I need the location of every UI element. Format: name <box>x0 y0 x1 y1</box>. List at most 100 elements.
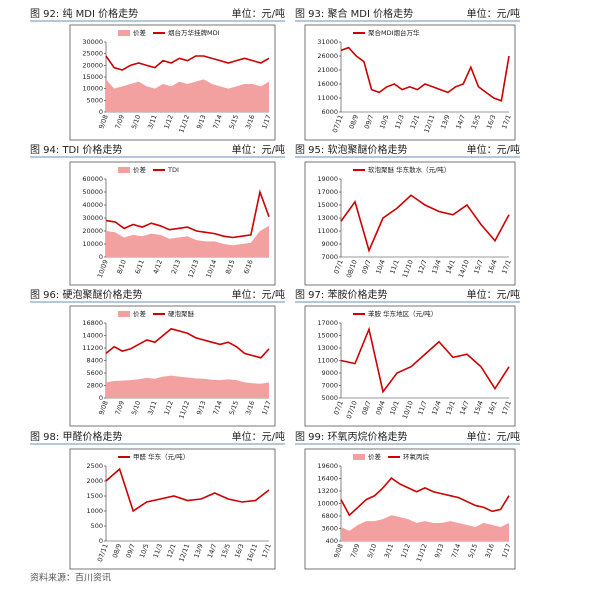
area-series <box>341 515 509 541</box>
y-tick-label: 25000 <box>82 50 103 58</box>
y-tick-label: 50000 <box>82 188 103 196</box>
y-tick-label: 5600 <box>86 369 103 377</box>
y-tick-label: 17000 <box>317 319 338 327</box>
y-tick-label: 0 <box>99 253 103 261</box>
chart-frame <box>69 24 276 141</box>
source-note: 资料来源：百川资讯 <box>30 572 111 584</box>
y-tick-label: 21000 <box>317 66 338 74</box>
legend-swatch <box>118 30 130 36</box>
chart-frame <box>304 24 516 141</box>
chart-frame <box>69 161 276 286</box>
y-tick-label: 19000 <box>317 175 338 183</box>
y-tick-label: 1500 <box>86 492 103 500</box>
y-tick-label: 17000 <box>317 188 338 196</box>
panel-unit: 单位：元/吨 <box>467 430 520 443</box>
y-tick-label: 14000 <box>82 332 103 340</box>
y-tick-label: 10000 <box>82 240 103 248</box>
y-tick-label: 1000 <box>86 507 103 515</box>
y-tick-label: 13000 <box>317 214 338 222</box>
y-tick-label: 13000 <box>317 344 338 352</box>
y-tick-label: 16000 <box>317 80 338 88</box>
line-series <box>340 477 510 517</box>
legend-label: 价差 <box>133 28 147 37</box>
legend-swatch <box>353 454 365 460</box>
legend-swatch <box>118 167 130 173</box>
area-series <box>106 375 269 398</box>
line-series <box>340 194 510 253</box>
y-tick-label: 20000 <box>82 61 103 69</box>
panel-title: 图 95: 软泡聚醚价格走势 <box>295 143 407 156</box>
y-tick-label: 10000 <box>317 500 338 508</box>
y-tick-label: 16400 <box>317 475 338 483</box>
panel-title: 图 94: TDI 价格走势 <box>30 143 122 156</box>
y-tick-label: 0 <box>99 394 103 402</box>
legend-swatch <box>118 311 130 317</box>
y-tick-label: 11000 <box>317 227 338 235</box>
panel-unit: 单位：元/吨 <box>232 288 285 301</box>
line-series <box>340 46 510 102</box>
y-tick-label: 0 <box>99 537 103 545</box>
y-tick-label: 31000 <box>317 38 338 46</box>
legend-label: 烟台万华挂牌MDI <box>168 28 220 37</box>
y-tick-label: 2000 <box>86 477 103 485</box>
y-tick-label: 2500 <box>86 462 103 470</box>
y-tick-label: 11000 <box>317 357 338 365</box>
legend-label: 价差 <box>133 309 147 318</box>
area-series <box>106 225 269 257</box>
line-series <box>105 55 270 71</box>
panel-unit: 单位：元/吨 <box>467 288 520 301</box>
y-tick-label: 11200 <box>82 344 103 352</box>
y-tick-label: 2800 <box>86 382 103 390</box>
panel-unit: 单位：元/吨 <box>467 143 520 156</box>
legend-label: 环氧丙烷 <box>403 452 430 461</box>
panel-unit: 单位：元/吨 <box>232 430 285 443</box>
y-tick-label: 15000 <box>317 332 338 340</box>
y-tick-label: 0 <box>99 108 103 116</box>
y-tick-label: 8400 <box>86 357 103 365</box>
y-tick-label: 19600 <box>317 462 338 470</box>
panel-title: 图 98: 甲醛价格走势 <box>30 430 122 443</box>
line-series <box>340 326 510 394</box>
y-tick-label: 20000 <box>82 227 103 235</box>
legend-label: 硬泡聚醚 <box>168 309 195 318</box>
y-tick-label: 30000 <box>82 38 103 46</box>
line-series <box>105 327 270 359</box>
legend-label: 价差 <box>133 165 147 174</box>
legend-label: 软泡聚醚 华东散水（元/吨） <box>368 165 450 174</box>
y-tick-label: 9000 <box>321 369 338 377</box>
chart-frame <box>69 305 276 427</box>
y-tick-label: 7000 <box>321 382 338 390</box>
line-series <box>105 467 270 513</box>
legend-label: 价差 <box>368 452 382 461</box>
chart-frame <box>304 448 516 570</box>
panel-title: 图 99: 环氧丙烷价格走势 <box>295 430 407 443</box>
y-tick-label: 5000 <box>321 394 338 402</box>
panel-title: 图 97: 苯胺价格走势 <box>295 288 387 301</box>
y-tick-label: 60000 <box>82 175 103 183</box>
panel-unit: 单位：元/吨 <box>232 143 285 156</box>
y-tick-label: 3600 <box>321 525 338 533</box>
y-tick-label: 5000 <box>86 96 103 104</box>
panel-title: 图 92: 纯 MDI 价格走势 <box>30 7 138 20</box>
panel-unit: 单位：元/吨 <box>232 7 285 20</box>
y-tick-label: 500 <box>91 522 103 530</box>
panel-unit: 单位：元/吨 <box>467 7 520 20</box>
y-tick-label: 400 <box>326 537 338 545</box>
legend-label: 聚合MDI烟台万华 <box>368 28 420 37</box>
y-tick-label: 13200 <box>317 487 338 495</box>
y-tick-label: 16800 <box>82 319 103 327</box>
y-tick-label: 11000 <box>317 94 338 102</box>
chart-frame <box>69 448 276 570</box>
panel-title: 图 93: 聚合 MDI 价格走势 <box>295 7 413 20</box>
y-tick-label: 9000 <box>321 240 338 248</box>
y-tick-label: 30000 <box>82 214 103 222</box>
y-tick-label: 26000 <box>317 52 338 60</box>
y-tick-label: 40000 <box>82 201 103 209</box>
legend-label: TDI <box>167 166 179 174</box>
y-tick-label: 7000 <box>321 253 338 261</box>
y-tick-label: 6000 <box>321 108 338 116</box>
y-tick-label: 15000 <box>82 73 103 81</box>
area-series <box>106 79 269 112</box>
y-tick-label: 6800 <box>321 512 338 520</box>
